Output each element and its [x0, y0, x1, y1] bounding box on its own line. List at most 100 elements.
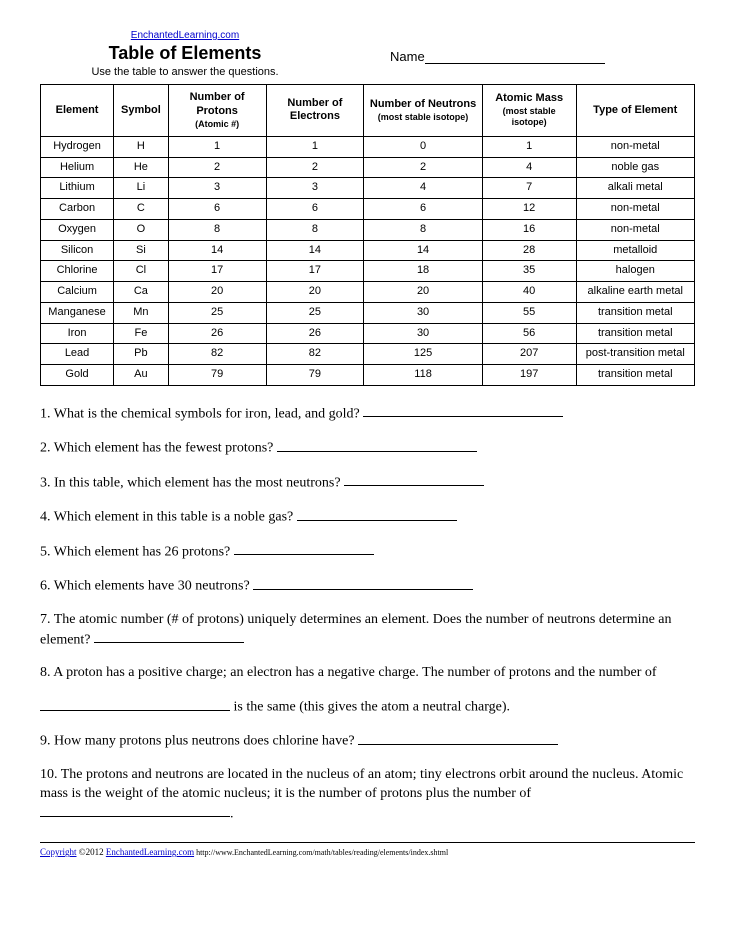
cell-protons: 79	[168, 365, 266, 386]
q8-blank[interactable]	[40, 697, 230, 711]
footer: Copyright ©2012 EnchantedLearning.com ht…	[40, 842, 695, 857]
name-blank[interactable]	[425, 63, 605, 64]
cell-mass: 12	[482, 199, 576, 220]
cell-mass: 16	[482, 219, 576, 240]
q4-text: 4. Which element in this table is a nobl…	[40, 510, 293, 525]
question-7: 7. The atomic number (# of protons) uniq…	[40, 611, 695, 650]
cell-element: Lithium	[41, 178, 114, 199]
q6-blank[interactable]	[253, 576, 473, 590]
col-protons: Number of Protons (Atomic #)	[168, 85, 266, 137]
cell-neutrons: 125	[364, 344, 482, 365]
cell-electrons: 26	[266, 323, 364, 344]
table-row: IronFe26263056transition metal	[41, 323, 695, 344]
col-element: Element	[41, 85, 114, 137]
cell-mass: 197	[482, 365, 576, 386]
table-row: GoldAu7979118197transition metal	[41, 365, 695, 386]
col-symbol: Symbol	[114, 85, 169, 137]
cell-element: Calcium	[41, 282, 114, 303]
footer-url: http://www.EnchantedLearning.com/math/ta…	[194, 848, 448, 857]
cell-mass: 40	[482, 282, 576, 303]
cell-electrons: 8	[266, 219, 364, 240]
cell-type: transition metal	[576, 365, 695, 386]
cell-type: transition metal	[576, 323, 695, 344]
q7-blank[interactable]	[94, 630, 244, 644]
q1-blank[interactable]	[363, 404, 563, 418]
q5-blank[interactable]	[234, 542, 374, 556]
copyright-link[interactable]: Copyright	[40, 847, 77, 857]
table-row: CalciumCa20202040alkaline earth metal	[41, 282, 695, 303]
cell-element: Chlorine	[41, 261, 114, 282]
cell-symbol: He	[114, 157, 169, 178]
q2-blank[interactable]	[277, 438, 477, 452]
cell-neutrons: 6	[364, 199, 482, 220]
cell-electrons: 25	[266, 302, 364, 323]
col-electrons: Number of Electrons	[266, 85, 364, 137]
table-row: CarbonC66612non-metal	[41, 199, 695, 220]
cell-element: Lead	[41, 344, 114, 365]
table-row: LeadPb8282125207post-transition metal	[41, 344, 695, 365]
cell-mass: 55	[482, 302, 576, 323]
elements-table: Element Symbol Number of Protons (Atomic…	[40, 84, 695, 386]
cell-type: noble gas	[576, 157, 695, 178]
cell-type: non-metal	[576, 219, 695, 240]
cell-neutrons: 18	[364, 261, 482, 282]
cell-mass: 7	[482, 178, 576, 199]
question-8: 8. A proton has a positive charge; an el…	[40, 664, 695, 683]
col-neutrons-label: Number of Neutrons	[370, 98, 476, 110]
q3-text: 3. In this table, which element has the …	[40, 475, 341, 490]
table-row: LithiumLi3347alkali metal	[41, 178, 695, 199]
q10-blank[interactable]	[40, 804, 230, 818]
cell-neutrons: 0	[364, 136, 482, 157]
worksheet-page: EnchantedLearning.com Table of Elements …	[0, 0, 735, 877]
question-8-line2: is the same (this gives the atom a neutr…	[40, 697, 695, 717]
cell-mass: 35	[482, 261, 576, 282]
cell-symbol: Si	[114, 240, 169, 261]
cell-type: metalloid	[576, 240, 695, 261]
cell-element: Hydrogen	[41, 136, 114, 157]
cell-element: Gold	[41, 365, 114, 386]
name-field: Name	[330, 49, 695, 78]
cell-protons: 26	[168, 323, 266, 344]
cell-mass: 28	[482, 240, 576, 261]
cell-type: non-metal	[576, 199, 695, 220]
cell-protons: 8	[168, 219, 266, 240]
cell-type: alkali metal	[576, 178, 695, 199]
cell-electrons: 79	[266, 365, 364, 386]
cell-symbol: H	[114, 136, 169, 157]
q3-blank[interactable]	[344, 473, 484, 487]
question-4: 4. Which element in this table is a nobl…	[40, 507, 695, 527]
cell-type: halogen	[576, 261, 695, 282]
table-body: HydrogenH1101non-metalHeliumHe2224noble …	[41, 136, 695, 385]
cell-electrons: 82	[266, 344, 364, 365]
site-link[interactable]: EnchantedLearning.com	[40, 30, 330, 41]
cell-mass: 1	[482, 136, 576, 157]
cell-neutrons: 8	[364, 219, 482, 240]
cell-symbol: Pb	[114, 344, 169, 365]
cell-element: Helium	[41, 157, 114, 178]
cell-type: transition metal	[576, 302, 695, 323]
cell-symbol: Li	[114, 178, 169, 199]
col-mass: Atomic Mass (most stable isotope)	[482, 85, 576, 137]
table-row: HeliumHe2224noble gas	[41, 157, 695, 178]
cell-element: Carbon	[41, 199, 114, 220]
cell-electrons: 2	[266, 157, 364, 178]
cell-electrons: 17	[266, 261, 364, 282]
cell-type: post-transition metal	[576, 344, 695, 365]
cell-symbol: O	[114, 219, 169, 240]
q5-text: 5. Which element has 26 protons?	[40, 544, 230, 559]
cell-symbol: Mn	[114, 302, 169, 323]
col-neutrons-sub: (most stable isotope)	[366, 112, 479, 123]
cell-neutrons: 30	[364, 323, 482, 344]
cell-mass: 207	[482, 344, 576, 365]
cell-neutrons: 20	[364, 282, 482, 303]
header-row: EnchantedLearning.com Table of Elements …	[40, 30, 695, 78]
col-neutrons: Number of Neutrons (most stable isotope)	[364, 85, 482, 137]
q9-blank[interactable]	[358, 731, 558, 745]
table-header: Element Symbol Number of Protons (Atomic…	[41, 85, 695, 137]
cell-type: non-metal	[576, 136, 695, 157]
page-subtitle: Use the table to answer the questions.	[40, 66, 330, 78]
q4-blank[interactable]	[297, 507, 457, 521]
footer-site-link[interactable]: EnchantedLearning.com	[106, 847, 194, 857]
cell-type: alkaline earth metal	[576, 282, 695, 303]
cell-protons: 82	[168, 344, 266, 365]
